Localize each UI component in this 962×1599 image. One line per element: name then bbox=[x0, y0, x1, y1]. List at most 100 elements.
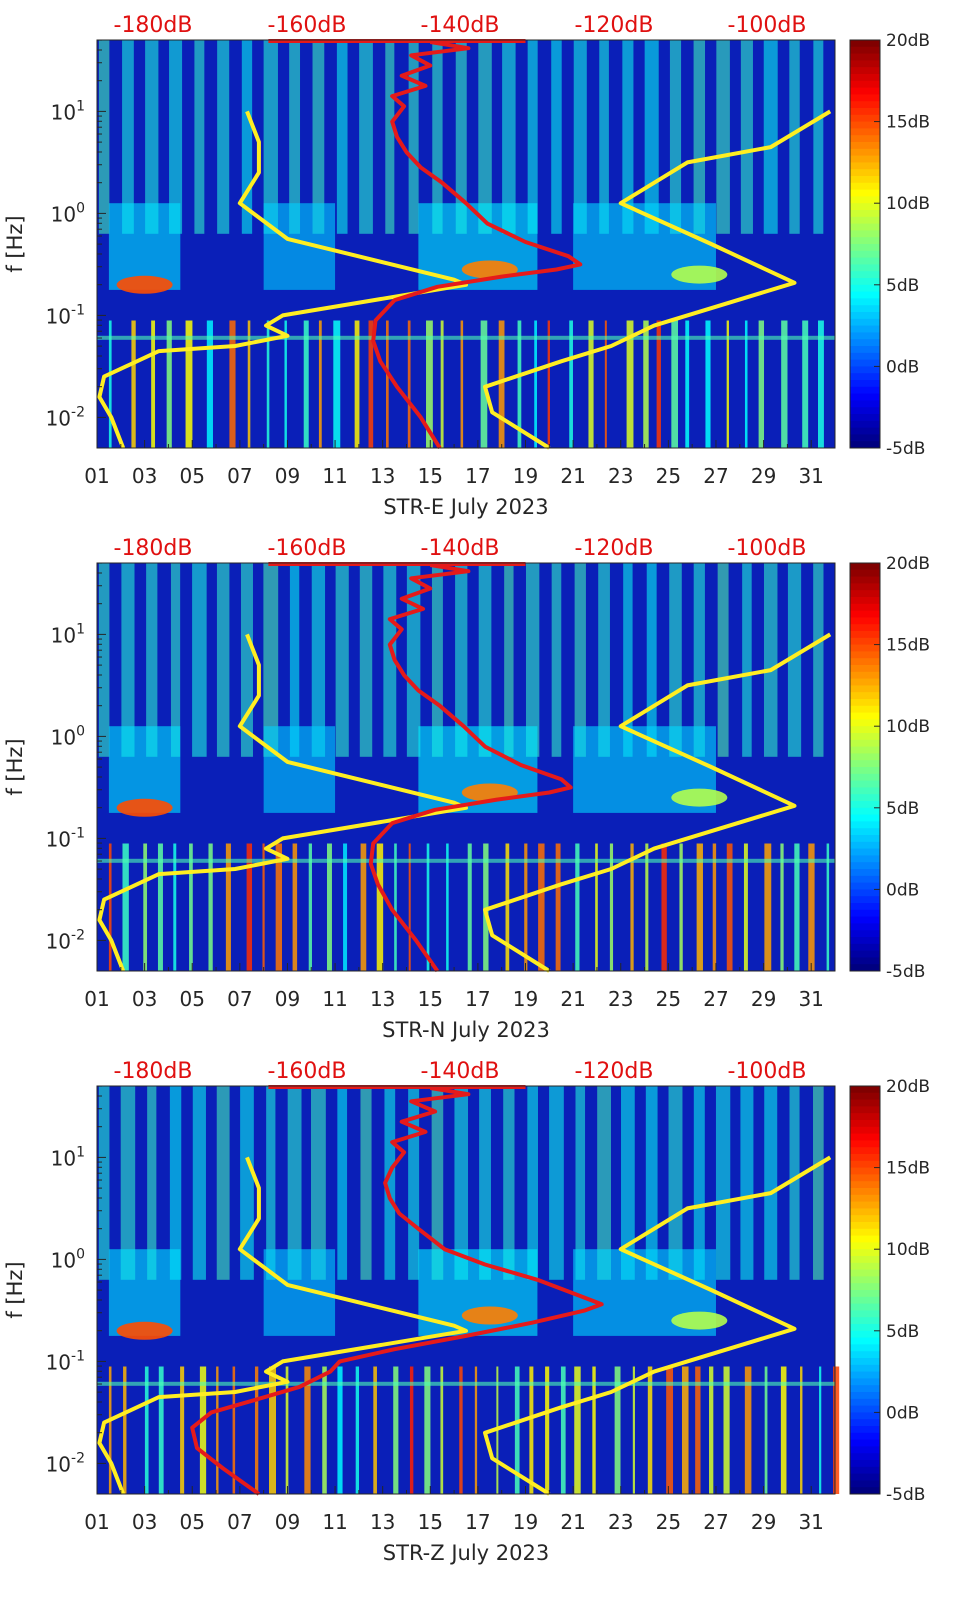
colorbar-segment bbox=[850, 943, 880, 952]
heatmap-band-line bbox=[97, 1381, 835, 1386]
top-axis-label: -120dB bbox=[575, 13, 654, 38]
heatmap-lowfreq-bar bbox=[368, 320, 374, 448]
heatmap-streak bbox=[575, 1086, 586, 1280]
spectrogram-panel-2: 01 03 05 07 09 11 13 15 17 19 21 23 25 27 29 31 -180dB -1… bbox=[0, 523, 962, 1056]
colorbar-segment bbox=[850, 665, 880, 673]
colorbar-segment bbox=[850, 101, 880, 109]
heatmap-streak bbox=[693, 1086, 705, 1280]
heatmap-lowfreq-bar bbox=[609, 843, 614, 971]
spectrogram-heatmap bbox=[97, 40, 835, 448]
colorbar-segment bbox=[850, 1262, 880, 1271]
heatmap-streak bbox=[668, 1086, 683, 1280]
colorbar-segment bbox=[850, 658, 880, 666]
heatmap-streak bbox=[504, 563, 514, 757]
heatmap-lowfreq-bar bbox=[743, 843, 748, 971]
x-tick-label: 13 bbox=[370, 1510, 395, 1534]
colorbar-segment bbox=[850, 787, 880, 795]
heatmap-lowfreq-bar bbox=[322, 1366, 327, 1494]
colorbar-frame bbox=[849, 562, 881, 972]
heatmap-lowfreq-bar bbox=[304, 1366, 311, 1494]
x-tick-label: 31 bbox=[798, 1510, 823, 1534]
heatmap-lowfreq-bar bbox=[575, 843, 580, 971]
colorbar-segment bbox=[850, 237, 880, 245]
colorbar-segment bbox=[850, 746, 880, 754]
heatmap-lowfreq-bar bbox=[574, 1366, 581, 1494]
heatmap-lowfreq-bar bbox=[216, 1366, 219, 1494]
colorbar-segment bbox=[850, 712, 880, 720]
colorbar-segment bbox=[850, 1215, 880, 1223]
y-tick-label: 101 bbox=[51, 1144, 85, 1170]
heatmap-hotspot bbox=[461, 1306, 518, 1325]
colorbar-segment bbox=[850, 828, 880, 836]
colorbar-segment bbox=[850, 1426, 880, 1434]
colorbar-segment bbox=[850, 760, 880, 768]
heatmap-lowfreq-bar bbox=[588, 320, 594, 448]
colorbar-segment bbox=[850, 794, 880, 802]
heatmap-lowfreq-bar bbox=[199, 1366, 207, 1494]
heatmap-lowfreq-bar bbox=[246, 843, 253, 971]
heatmap-streak bbox=[146, 563, 158, 757]
y-tick-label: 100 bbox=[51, 200, 85, 226]
colorbar-segment bbox=[850, 1290, 880, 1298]
top-axis-label: -160dB bbox=[268, 13, 347, 38]
heatmap-lowfreq-bar bbox=[157, 843, 163, 971]
colorbar-segment bbox=[850, 780, 880, 788]
colorbar-segment bbox=[850, 685, 880, 693]
heatmap-lowfreq-bar bbox=[225, 843, 231, 971]
top-axis-label: -180dB bbox=[114, 13, 193, 38]
x-tick-label: 09 bbox=[275, 987, 300, 1011]
heatmap-band-line bbox=[97, 858, 835, 863]
x-tick-label: 27 bbox=[703, 987, 728, 1011]
heatmap-lowfreq-bar bbox=[385, 320, 389, 448]
x-tick-label: 15 bbox=[418, 1510, 443, 1534]
colorbar-segment bbox=[850, 841, 880, 850]
colorbar-segment bbox=[850, 1154, 880, 1162]
colorbar-segment bbox=[850, 590, 880, 598]
heatmap-lowfreq-bar bbox=[643, 320, 649, 448]
heatmap-lowfreq-bar bbox=[712, 843, 717, 971]
colorbar-segment bbox=[850, 1432, 880, 1441]
heatmap-lowfreq-bar bbox=[408, 843, 411, 971]
heatmap-streak bbox=[287, 1086, 302, 1280]
heatmap-streak bbox=[742, 563, 752, 757]
heatmap-streak bbox=[359, 40, 373, 234]
colorbar-segment bbox=[850, 1147, 880, 1155]
heatmap-lowfreq-bar bbox=[158, 1366, 164, 1494]
x-tick-label: 25 bbox=[656, 464, 681, 488]
y-tick-label: 10-2 bbox=[46, 404, 85, 430]
heatmap-lowfreq-bar bbox=[656, 320, 661, 448]
heatmap-hotspot bbox=[116, 798, 173, 817]
heatmap-streak bbox=[312, 40, 325, 234]
x-tick-label: 11 bbox=[322, 464, 347, 488]
heatmap-lowfreq-bar bbox=[498, 320, 505, 448]
heatmap-lowfreq-bar bbox=[626, 320, 634, 448]
heatmap-lowfreq-bar bbox=[483, 843, 489, 971]
colorbar-segment bbox=[850, 569, 880, 578]
psd-curve bbox=[190, 1086, 604, 1496]
heatmap-lowfreq-bar bbox=[614, 1366, 621, 1494]
heatmap-lowfreq-bar bbox=[229, 320, 236, 448]
colorbar-segment bbox=[850, 359, 880, 367]
heatmap-lowfreq-bar bbox=[247, 320, 251, 448]
heatmap-lowfreq-bar bbox=[254, 1366, 259, 1494]
colorbar-segment bbox=[850, 1249, 880, 1257]
heatmap-lowfreq-bar bbox=[529, 1366, 534, 1494]
heatmap-streak bbox=[455, 40, 467, 234]
x-tick-label: 03 bbox=[132, 1510, 157, 1534]
heatmap-streak bbox=[360, 1086, 372, 1280]
heatmap-lowfreq-bar bbox=[781, 320, 788, 448]
y-axis-title: f [Hz] bbox=[3, 738, 27, 795]
colorbar-segment bbox=[850, 1487, 880, 1495]
heatmap-lowfreq-bar bbox=[108, 320, 112, 448]
colorbar-label: 5dB bbox=[886, 276, 919, 296]
colorbar-segment bbox=[850, 427, 880, 435]
colorbar-segment bbox=[850, 1351, 880, 1359]
colorbar-segment bbox=[850, 176, 880, 184]
heatmap-hotspot bbox=[116, 275, 173, 294]
colorbar-segment bbox=[850, 1235, 880, 1243]
colorbar-label: 0dB bbox=[886, 357, 919, 377]
colorbar: 20dB 15dB 10dB 5dB 0dB -5dB bbox=[849, 554, 930, 982]
x-tick-label: 29 bbox=[751, 987, 776, 1011]
colorbar-segment bbox=[850, 869, 880, 877]
heatmap-lowfreq-bar bbox=[355, 1366, 360, 1494]
